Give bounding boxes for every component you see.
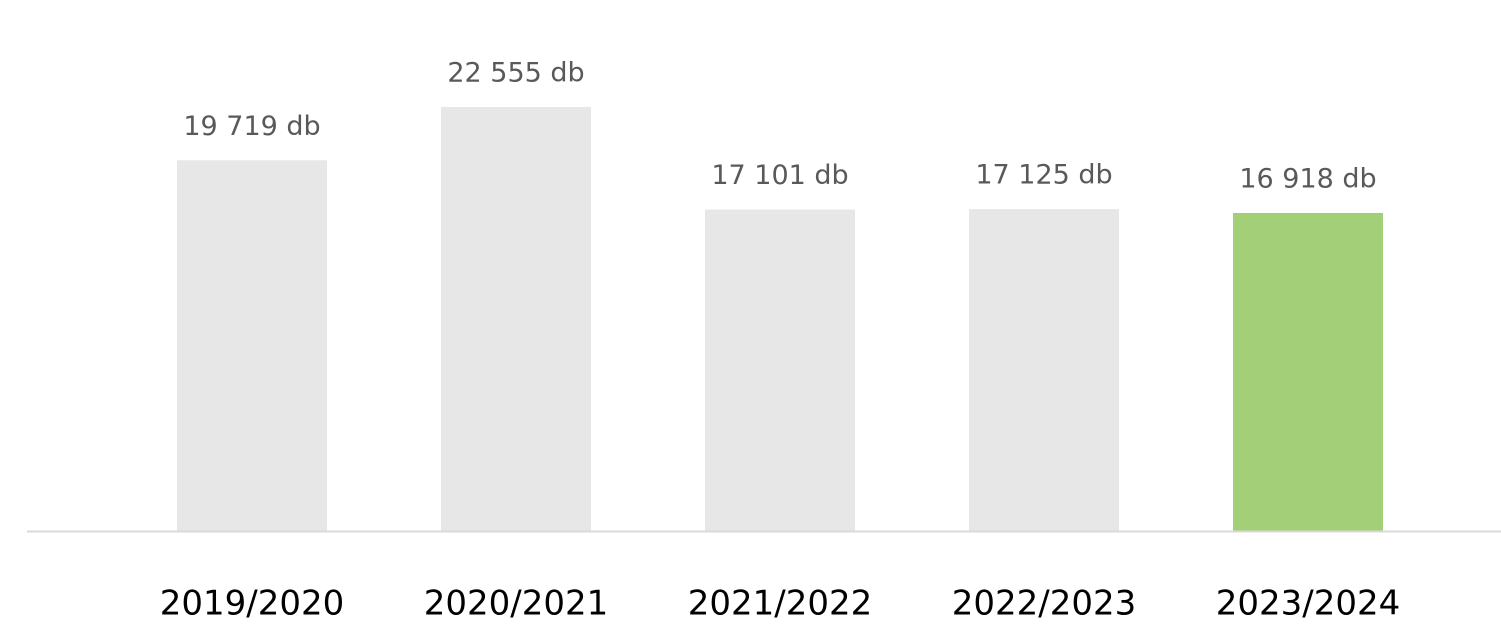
x-tick-label: 2020/2021 [424, 584, 609, 624]
x-tick-label: 2022/2023 [952, 584, 1137, 624]
value-label: 17 101 db [711, 160, 848, 191]
value-label: 16 918 db [1239, 163, 1376, 194]
bar [969, 209, 1119, 532]
bar [177, 160, 327, 531]
bar [441, 107, 591, 531]
value-label: 17 125 db [975, 160, 1112, 191]
value-label: 22 555 db [447, 58, 584, 89]
bar [1233, 212, 1383, 531]
x-tick-label: 2023/2024 [1216, 584, 1401, 624]
x-tick-label: 2019/2020 [160, 584, 345, 624]
value-label: 19 719 db [183, 111, 320, 142]
bar [705, 209, 855, 531]
x-tick-label: 2021/2022 [688, 584, 873, 624]
